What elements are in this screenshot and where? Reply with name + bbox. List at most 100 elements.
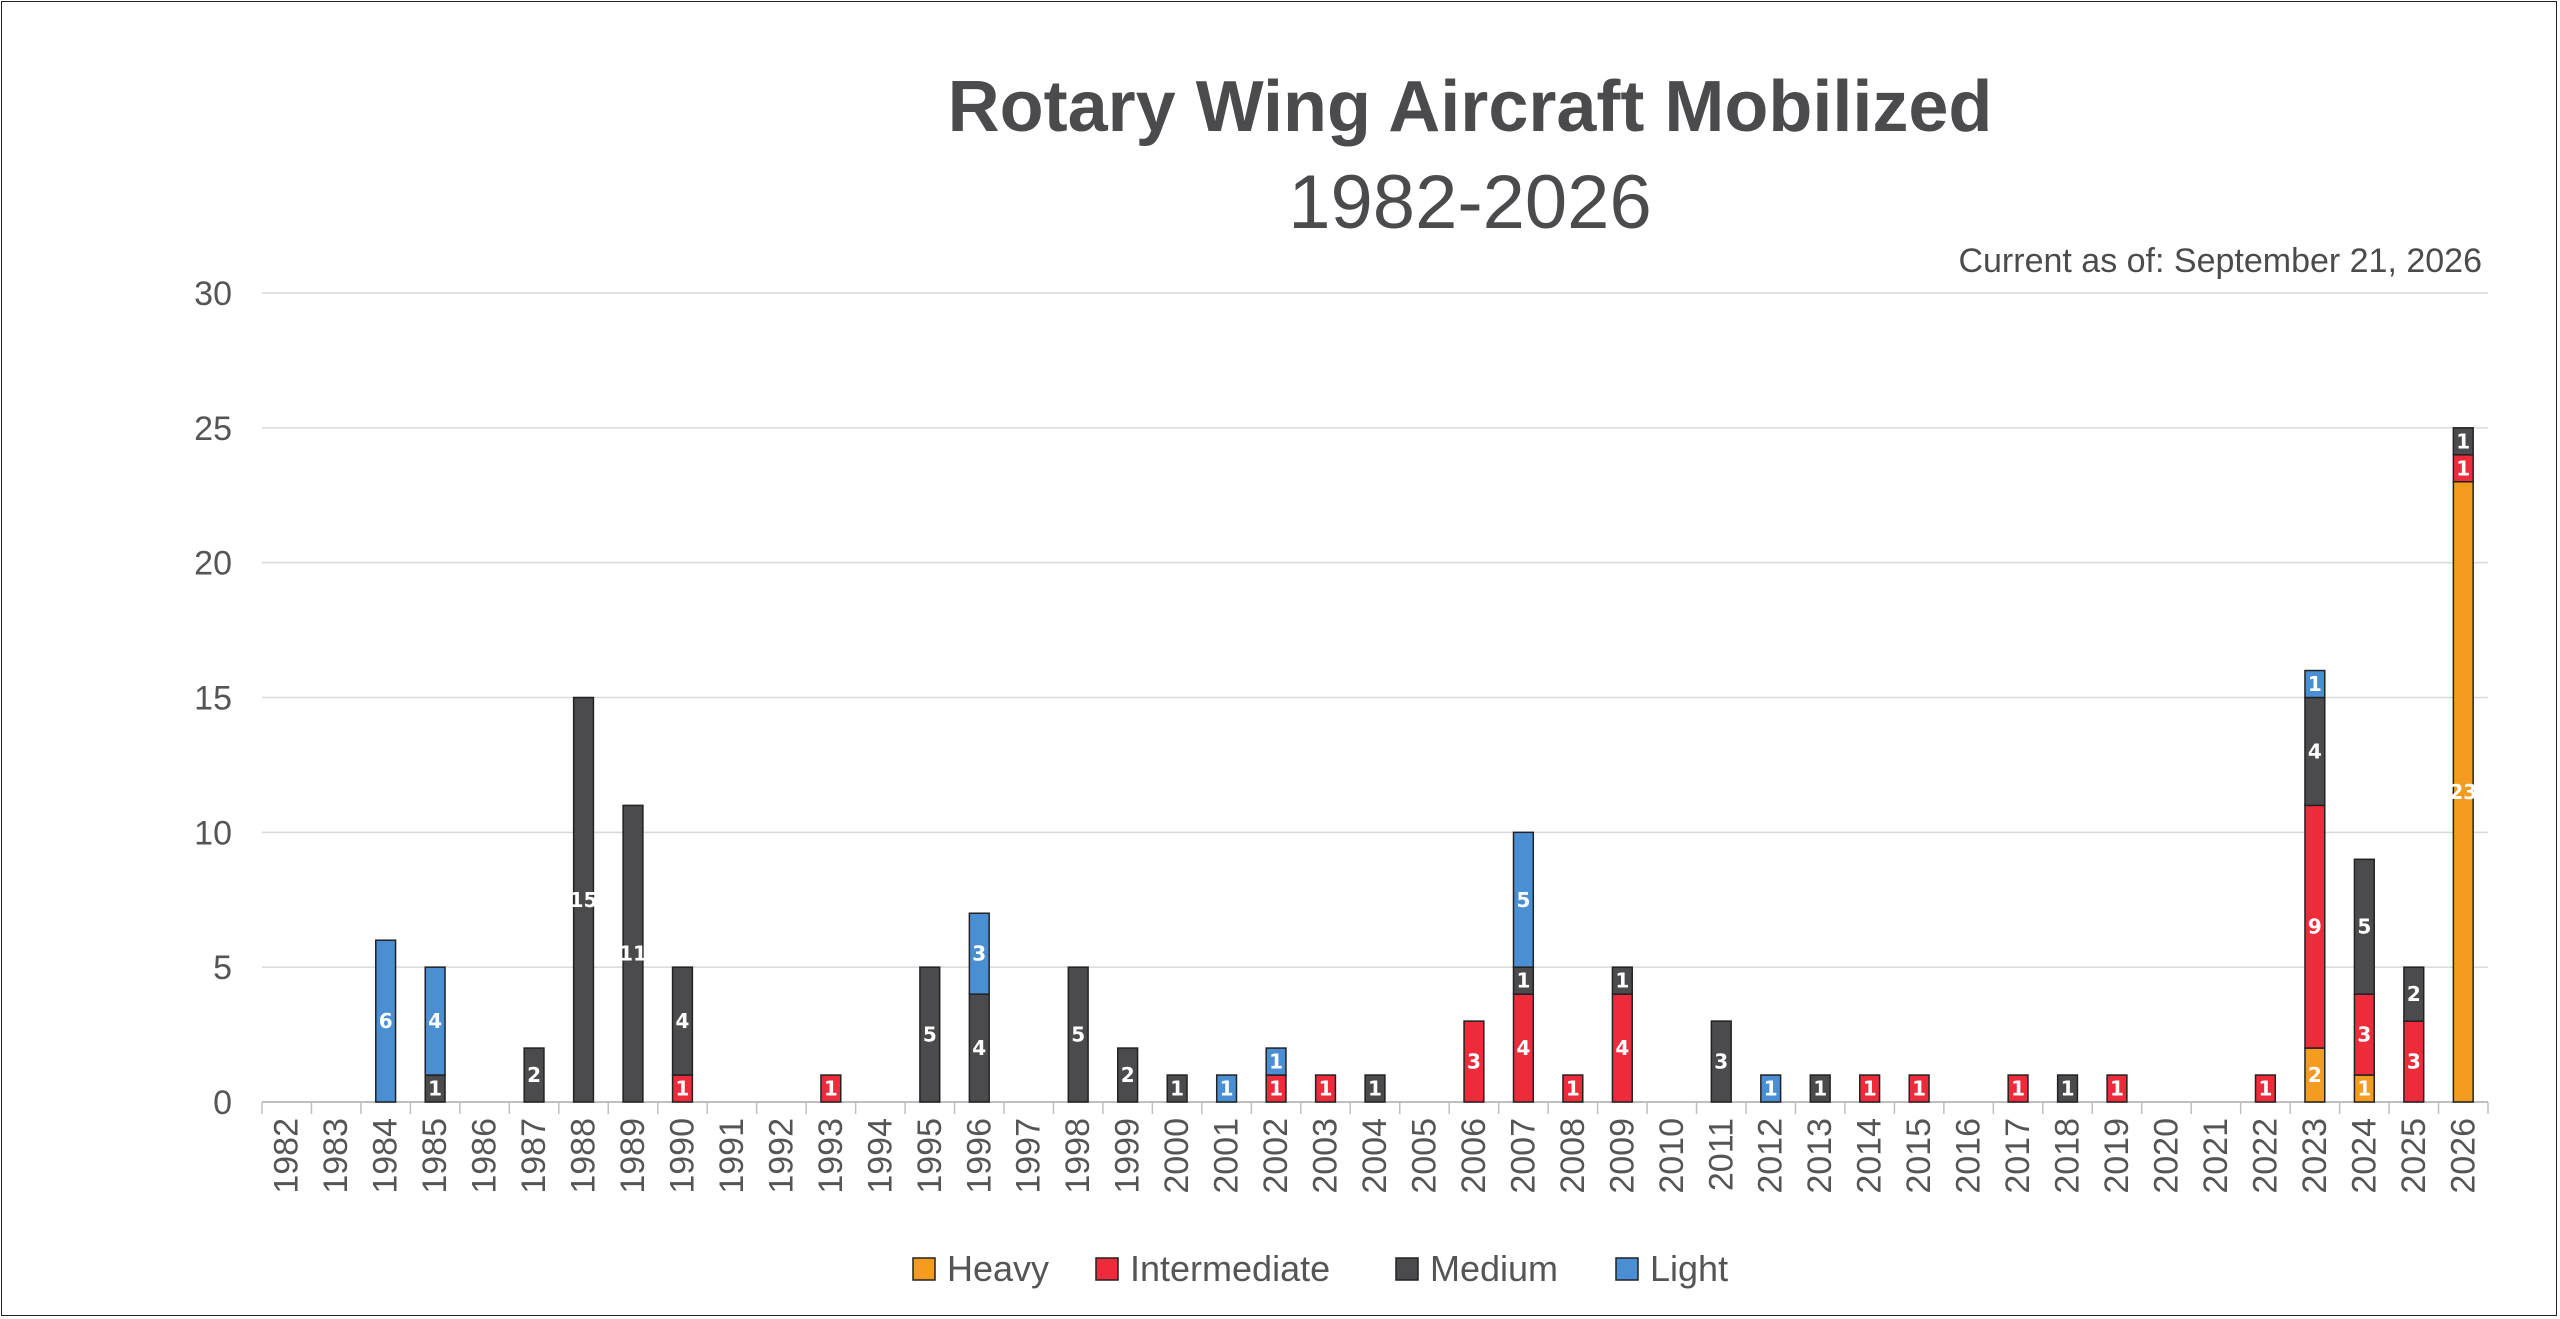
x-tick-label: 1994 bbox=[861, 1118, 899, 1194]
data-label: 3 bbox=[2407, 1050, 2421, 1074]
data-label: 1 bbox=[2061, 1077, 2075, 1101]
x-tick-label: 2026 bbox=[2444, 1118, 2482, 1194]
data-label: 1 bbox=[1764, 1077, 1778, 1101]
data-label: 1 bbox=[676, 1077, 690, 1101]
x-tick-label: 2008 bbox=[1554, 1118, 1592, 1194]
data-label: 1 bbox=[1319, 1077, 1333, 1101]
bar-segment-light bbox=[1265, 1047, 1287, 1076]
data-label: 1 bbox=[1863, 1077, 1877, 1101]
data-label: 1 bbox=[428, 1077, 442, 1101]
data-label: 3 bbox=[2357, 1023, 2371, 1047]
data-label: 15 bbox=[570, 888, 598, 912]
bar-segment-medium bbox=[1364, 1074, 1386, 1103]
x-tick-label: 1986 bbox=[466, 1118, 504, 1194]
data-label: 3 bbox=[1714, 1050, 1728, 1074]
x-tick-label: 1989 bbox=[614, 1118, 652, 1194]
legend-swatch-light bbox=[1615, 1257, 1639, 1281]
x-tick-label: 2014 bbox=[1851, 1118, 1889, 1194]
bar-segment-medium bbox=[572, 696, 595, 1103]
x-tick-label: 2018 bbox=[2049, 1118, 2087, 1194]
bar-segment-light bbox=[1512, 831, 1535, 968]
y-tick-label: 20 bbox=[194, 545, 232, 583]
data-label: 5 bbox=[1516, 888, 1530, 912]
data-label: 5 bbox=[923, 1023, 937, 1047]
x-tick-label: 2001 bbox=[1208, 1118, 1246, 1194]
x-tick-label: 2024 bbox=[2345, 1118, 2383, 1194]
bar-segment-intermediate bbox=[1562, 1074, 1584, 1103]
x-tick-label: 2004 bbox=[1356, 1118, 1394, 1194]
bar-segment-intermediate bbox=[1908, 1074, 1930, 1103]
x-tick-label: 2000 bbox=[1158, 1118, 1196, 1194]
x-tick-label: 2013 bbox=[1801, 1118, 1839, 1194]
data-label: 4 bbox=[972, 1036, 986, 1060]
x-tick-label: 2003 bbox=[1307, 1118, 1345, 1194]
bar-segment-intermediate bbox=[2007, 1074, 2029, 1103]
x-tick-label: 1995 bbox=[911, 1118, 949, 1194]
legend: Heavy Intermediate Medium Light bbox=[912, 1248, 1728, 1289]
data-label: 1 bbox=[1516, 969, 1530, 993]
data-label: 5 bbox=[2357, 915, 2371, 939]
x-tick-label: 1985 bbox=[416, 1118, 454, 1194]
data-label: 1 bbox=[2308, 672, 2322, 696]
data-label: 5 bbox=[1071, 1023, 1085, 1047]
legend-label-heavy: Heavy bbox=[947, 1248, 1049, 1289]
bar-segment-medium bbox=[1117, 1047, 1139, 1103]
data-label: 1 bbox=[1615, 969, 1629, 993]
bar-segment-intermediate bbox=[1314, 1074, 1337, 1103]
data-label: 1 bbox=[2456, 429, 2470, 453]
bar-segment-medium bbox=[1710, 1020, 1732, 1103]
x-tick-label: 2005 bbox=[1405, 1118, 1443, 1194]
x-tick-label: 1983 bbox=[317, 1118, 355, 1194]
x-tick-label: 1990 bbox=[663, 1118, 701, 1194]
chart-title: Rotary Wing Aircraft Mobilized bbox=[948, 67, 1993, 147]
x-tick-label: 2016 bbox=[1950, 1118, 1988, 1194]
data-label: 4 bbox=[1516, 1036, 1530, 1060]
data-label: 1 bbox=[1220, 1077, 1234, 1101]
bar-segment-light bbox=[968, 912, 990, 995]
chart-subtitle: 1982-2026 bbox=[1288, 160, 1651, 245]
data-label: 1 bbox=[1269, 1050, 1283, 1074]
x-tick-label: 2025 bbox=[2395, 1118, 2433, 1194]
x-tick-label: 1982 bbox=[268, 1118, 306, 1194]
x-axis-ticks: 1982 1983 1984 1985 1986 1987 1988 1989 1990 1991… bbox=[261, 1102, 2489, 1194]
y-tick-label: 25 bbox=[194, 410, 232, 448]
bar-segment-intermediate bbox=[1859, 1074, 1881, 1103]
data-label: 1 bbox=[2110, 1077, 2124, 1101]
data-label: 2 bbox=[2308, 1063, 2322, 1087]
data-label: 6 bbox=[379, 1009, 393, 1033]
data-label: 2 bbox=[1121, 1063, 1135, 1087]
legend-label-intermediate: Intermediate bbox=[1130, 1248, 1330, 1289]
x-tick-label: 2020 bbox=[2147, 1118, 2185, 1194]
x-tick-label: 2015 bbox=[1900, 1118, 1938, 1194]
data-label: 9 bbox=[2308, 915, 2322, 939]
data-label: 4 bbox=[676, 1009, 690, 1033]
chart-note: Current as of: September 21, 2026 bbox=[1958, 242, 2482, 280]
data-label: 3 bbox=[972, 942, 986, 966]
data-label: 11 bbox=[619, 942, 647, 966]
data-label: 1 bbox=[1368, 1077, 1382, 1101]
bar-segment-medium bbox=[2403, 966, 2425, 1022]
data-label: 4 bbox=[2308, 739, 2322, 763]
x-tick-label: 2022 bbox=[2246, 1118, 2284, 1194]
bar-segment-medium bbox=[523, 1047, 545, 1103]
data-label: 1 bbox=[1566, 1077, 1580, 1101]
x-tick-label: 2007 bbox=[1504, 1118, 1542, 1194]
x-tick-label: 1987 bbox=[515, 1118, 553, 1194]
bar-segment-light bbox=[424, 966, 446, 1076]
bar-segment-intermediate bbox=[820, 1074, 842, 1103]
legend-swatch-medium bbox=[1395, 1257, 1419, 1281]
y-tick-label: 0 bbox=[213, 1084, 232, 1122]
data-label: 1 bbox=[2357, 1077, 2371, 1101]
legend-swatch-intermediate bbox=[1095, 1257, 1119, 1281]
data-label: 1 bbox=[1269, 1077, 1283, 1101]
legend-swatch-heavy bbox=[912, 1257, 936, 1281]
data-label: 1 bbox=[2258, 1077, 2272, 1101]
data-label: 3 bbox=[1467, 1050, 1481, 1074]
bar-segment-light bbox=[1215, 1074, 1238, 1103]
bar-segment-light bbox=[2304, 669, 2326, 699]
x-tick-label: 2021 bbox=[2197, 1118, 2235, 1194]
x-tick-label: 1991 bbox=[713, 1118, 751, 1194]
